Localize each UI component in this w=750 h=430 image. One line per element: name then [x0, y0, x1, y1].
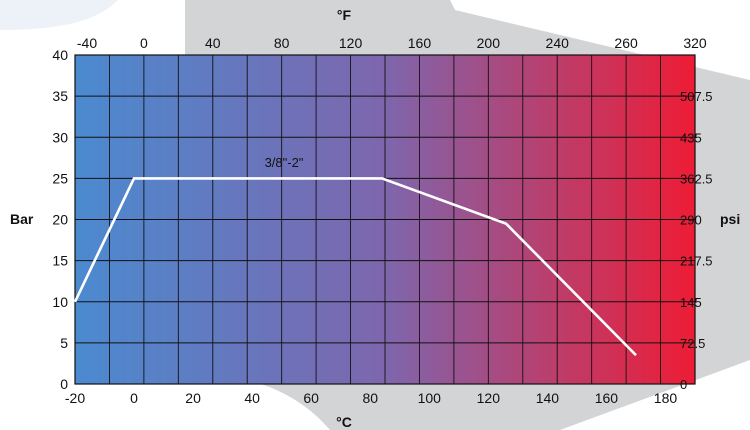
y-tick-label-right: 145 — [680, 295, 702, 310]
x-tick-label-bottom: 20 — [185, 390, 201, 406]
x-tick-label-top: -40 — [77, 35, 97, 51]
x-tick-label-top: 80 — [274, 35, 290, 51]
bottom-axis-label: °C — [336, 414, 352, 430]
y-tick-label-left: 15 — [52, 253, 68, 269]
x-tick-label-bottom: 80 — [362, 390, 378, 406]
y-tick-label-left: 25 — [52, 170, 68, 186]
y-tick-label-right: 362.5 — [680, 171, 713, 186]
x-tick-label-top: 200 — [477, 35, 501, 51]
x-tick-label-top: 120 — [339, 35, 363, 51]
y-tick-label-left: 20 — [52, 212, 68, 228]
x-tick-label-top: 0 — [140, 35, 148, 51]
x-tick-label-top: 40 — [205, 35, 221, 51]
x-tick-label-top: 260 — [614, 35, 638, 51]
y-tick-label-right: 507.5 — [680, 89, 713, 104]
y-tick-label-left: 30 — [52, 129, 68, 145]
y-tick-label-left: 35 — [52, 88, 68, 104]
tick-labels: -20 0 20 40 60 80 100 120 140 160 180-40 0 40 80 120 16… — [52, 35, 712, 406]
y-tick-label-left: 40 — [52, 47, 68, 63]
x-tick-label-top: 240 — [546, 35, 570, 51]
x-tick-label-bottom: 60 — [303, 390, 319, 406]
x-tick-label-bottom: 40 — [244, 390, 260, 406]
grid-lines — [75, 55, 695, 384]
y-tick-label-right: 290 — [680, 213, 702, 228]
x-tick-label-bottom: 120 — [477, 390, 501, 406]
x-tick-label-bottom: -20 — [65, 390, 85, 406]
y-tick-label-left: 5 — [60, 335, 68, 351]
series-annotation: 3/8"-2" — [265, 155, 304, 170]
x-tick-label-top: 160 — [408, 35, 432, 51]
x-tick-label-bottom: 140 — [536, 390, 560, 406]
x-tick-label-bottom: 100 — [418, 390, 442, 406]
plot-frame — [74, 54, 696, 385]
x-tick-label-top: 320 — [683, 35, 707, 51]
y-tick-label-left: 0 — [60, 376, 68, 392]
top-axis-label: °F — [337, 7, 352, 23]
right-axis-label: psi — [720, 211, 740, 227]
left-axis-label: Bar — [10, 211, 34, 227]
y-tick-label-right: 435 — [680, 130, 702, 145]
y-tick-label-right: 72.5 — [680, 336, 705, 351]
x-tick-label-bottom: 180 — [654, 390, 678, 406]
series-layer — [73, 177, 637, 357]
y-tick-label-left: 10 — [52, 294, 68, 310]
x-tick-label-bottom: 0 — [130, 390, 138, 406]
y-tick-label-right: 217.5 — [680, 254, 713, 269]
y-tick-label-right: 0 — [680, 377, 687, 392]
x-tick-label-bottom: 160 — [595, 390, 619, 406]
